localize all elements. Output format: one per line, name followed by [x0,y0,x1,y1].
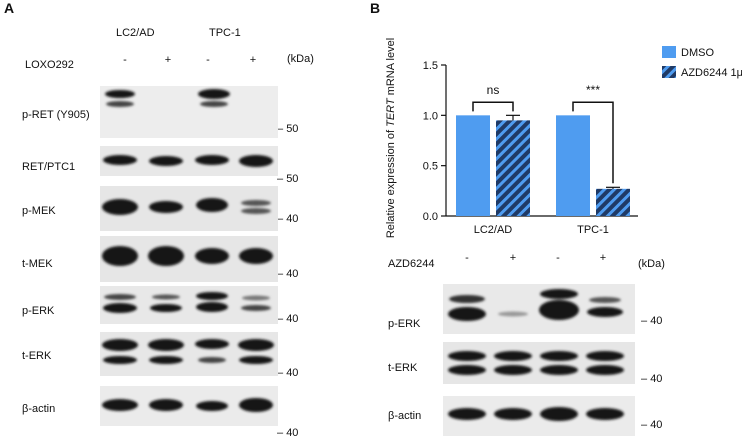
significance-bracket [572,101,614,184]
y-tick-label: 1.0 [423,110,438,122]
mw-marker-retptc1: – 50 [277,173,299,185]
mw-marker-perk-b: – 40 [641,315,663,327]
bar-lc2ad-0 [456,115,490,216]
legend-swatch [662,66,676,78]
sign-a-4: + [249,54,257,66]
x-tick-label: LC2/AD [474,224,513,236]
y-tick-label: 0.5 [423,161,438,173]
sign-b-3: - [556,252,560,264]
row-label-pmek: p-MEK [22,205,56,217]
cell-line-lc2ad-a: LC2/AD [116,27,155,39]
bar-tpc1-1 [596,188,630,216]
row-label-pret: p-RET (Y905) [22,109,90,121]
mw-marker-pret: – 50 [277,123,299,135]
sign-a-2: + [164,54,172,66]
bar-lc2ad-1 [496,120,530,216]
mw-marker-tmek: – 40 [277,268,299,280]
treatment-label-b: AZD6244 [388,258,435,270]
y-tick-label: 1.5 [423,60,438,72]
significance-label: ns [487,83,500,97]
sign-a-3: - [206,54,210,66]
sign-b-4: + [599,252,607,264]
kda-label-b: (kDa) [638,258,665,270]
legend-label: AZD6244 1μM [681,67,742,79]
mw-marker-terk-b: – 40 [641,373,663,385]
significance-bracket [472,101,514,112]
x-tick-label: TPC-1 [577,224,609,236]
significance-annotations: ns *** [472,83,614,184]
row-label-perk-b: p-ERK [388,318,421,330]
row-label-terk-b: t-ERK [388,362,418,374]
row-label-terk-a: t-ERK [22,350,52,362]
mw-marker-perk-a: – 40 [277,313,299,325]
y-axis-label: Relative expression of TERT mRNA level [385,38,397,238]
row-label-retptc1: RET/PTC1 [22,161,76,173]
panel-a-letter: A [4,0,15,16]
row-label-bactin-a: β-actin [22,403,56,415]
y-axis: 0.0 0.5 1.0 1.5 [423,60,638,223]
sign-a-1: - [123,54,127,66]
treatment-label-a: LOXO292 [25,59,74,71]
x-tick-labels: LC2/AD TPC-1 [474,224,609,236]
kda-label-a: (kDa) [287,53,314,65]
mw-marker-terk-a: – 40 [277,367,299,379]
row-label-tmek: t-MEK [22,258,53,270]
western-blot-panel-a [100,86,278,426]
significance-label: *** [586,83,600,97]
row-label-perk-a: p-ERK [22,305,55,317]
cell-line-tpc1-a: TPC-1 [209,27,241,39]
y-tick-label: 0.0 [423,211,438,223]
legend-swatch [662,46,676,58]
mw-marker-bactin-b: – 40 [641,419,663,431]
legend-label: DMSO [681,47,714,59]
western-blot-panel-b [443,284,635,436]
sign-b-2: + [509,252,517,264]
panel-b-letter: B [370,0,381,16]
bar-tpc1-0 [556,115,590,216]
row-label-bactin-b: β-actin [388,410,422,422]
sign-b-1: - [465,252,469,264]
bars [456,114,630,216]
tert-mrna-bar-chart: 0.0 0.5 1.0 1.5 ns *** LC2/AD TPC-1 Relative … [385,38,742,238]
mw-marker-bactin-a: – 40 [277,427,299,439]
chart-legend: DMSO AZD6244 1μM [662,46,742,79]
mw-marker-pmek: – 40 [277,213,299,225]
